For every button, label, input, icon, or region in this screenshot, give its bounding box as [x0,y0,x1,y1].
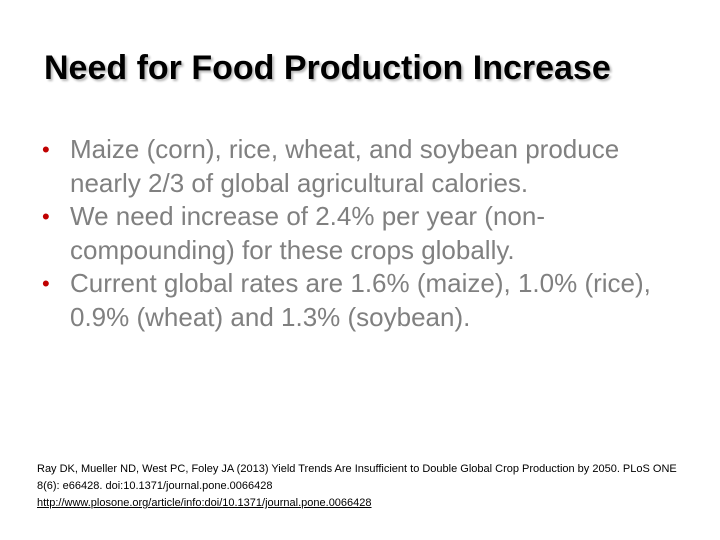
bullet-item: • We need increase of 2.4% per year (non… [42,200,692,267]
bullet-list: • Maize (corn), rice, wheat, and soybean… [42,133,692,334]
bullet-dot-icon: • [42,271,50,296]
bullet-dot-icon: • [42,204,50,229]
citation: Ray DK, Mueller ND, West PC, Foley JA (2… [37,461,687,512]
bullet-item: • Current global rates are 1.6% (maize),… [42,267,692,334]
citation-text: Ray DK, Mueller ND, West PC, Foley JA (2… [37,463,677,492]
bullet-text: Current global rates are 1.6% (maize), 1… [70,268,651,332]
bullet-item: • Maize (corn), rice, wheat, and soybean… [42,133,692,200]
citation-link[interactable]: http://www.plosone.org/article/info:doi/… [37,497,372,509]
bullet-text: Maize (corn), rice, wheat, and soybean p… [70,134,620,198]
bullet-text: We need increase of 2.4% per year (non-c… [70,201,546,265]
bullet-dot-icon: • [42,137,50,162]
slide-title: Need for Food Production Increase [44,49,611,87]
